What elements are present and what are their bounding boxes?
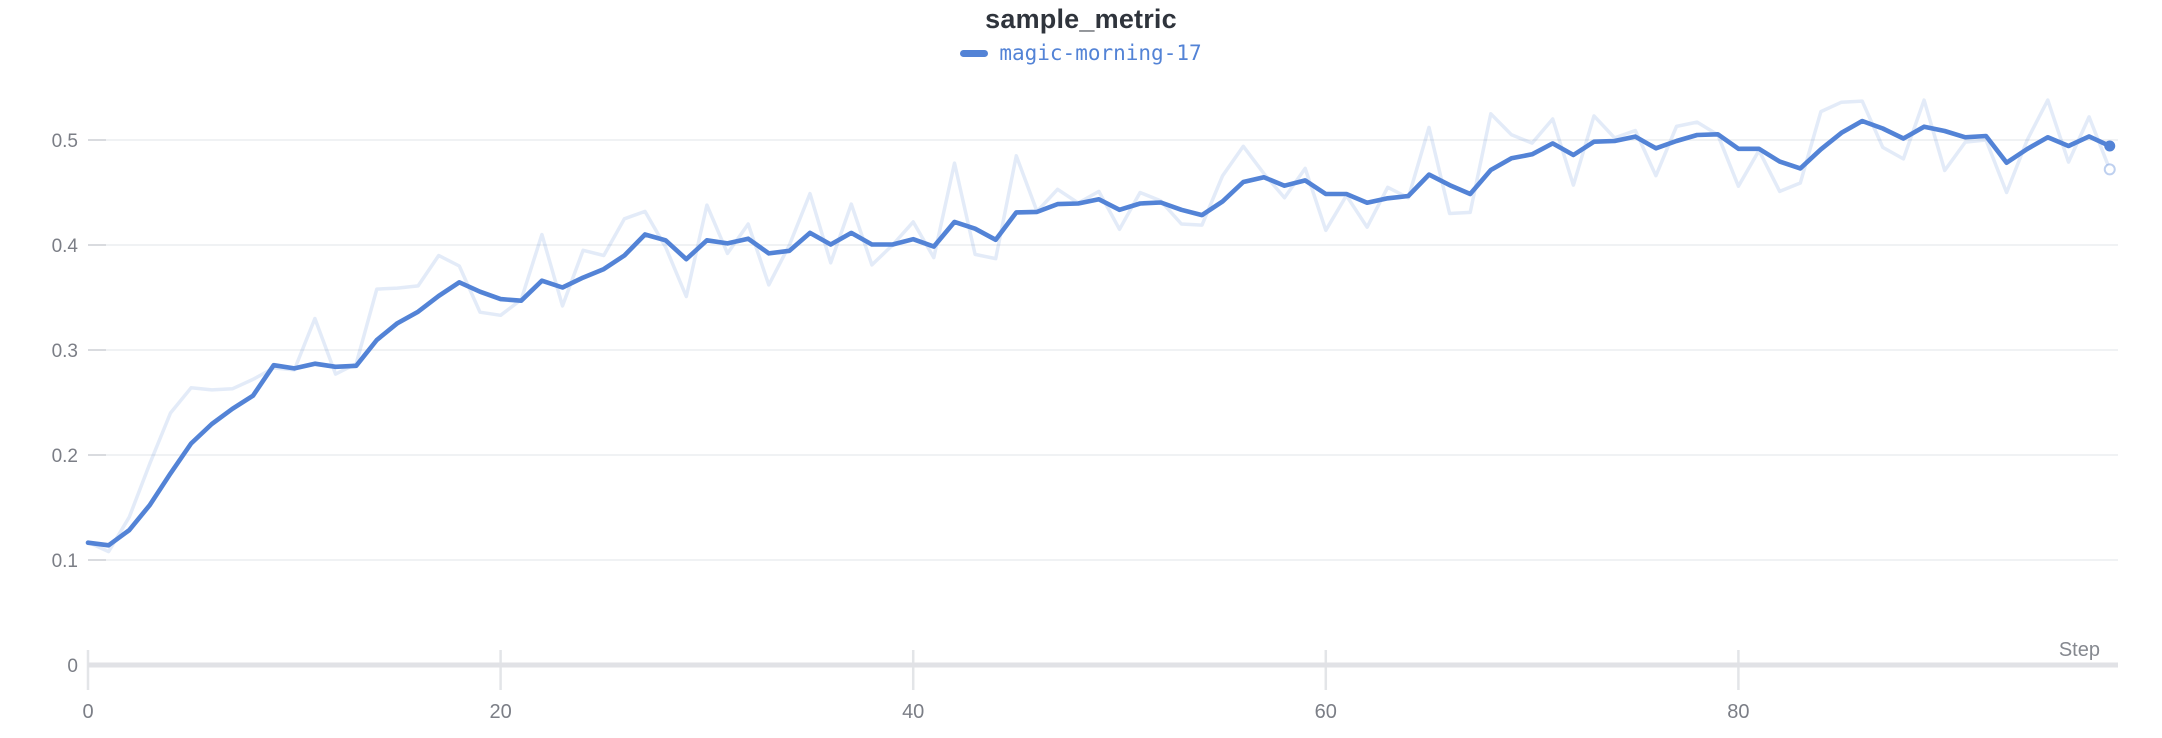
x-tick-label: 20: [489, 701, 511, 723]
y-tick-label: 0.2: [52, 446, 78, 467]
x-tick-label: 40: [902, 701, 924, 723]
y-tick-label: 0.4: [52, 236, 79, 257]
run-name-label: magic-morning-17: [999, 41, 1202, 65]
x-tick-label: 80: [1727, 701, 1749, 723]
legend: magic-morning-17: [0, 38, 2162, 68]
run-line-original: [86, 98, 2112, 554]
run-endpoint-dot: [2104, 140, 2116, 152]
y-tick-label: 0.5: [52, 131, 78, 152]
y-tick-label: 0.3: [52, 341, 78, 362]
chart-title: sample_metric: [985, 4, 1177, 34]
x-axis-title: Step: [2059, 639, 2100, 661]
y-tick-label: 0.1: [52, 551, 78, 572]
y-tick-label: 0: [67, 656, 78, 677]
x-axis-line: [88, 662, 2118, 668]
raw-endpoint-ring: [2103, 163, 2116, 176]
legend-item-run[interactable]: magic-morning-17: [960, 40, 1202, 66]
run-color-swatch: [960, 49, 989, 57]
run-line-smoothed: [85, 118, 2112, 548]
x-tick-label: 0: [82, 701, 93, 723]
x-tick-label: 60: [1315, 701, 1337, 723]
